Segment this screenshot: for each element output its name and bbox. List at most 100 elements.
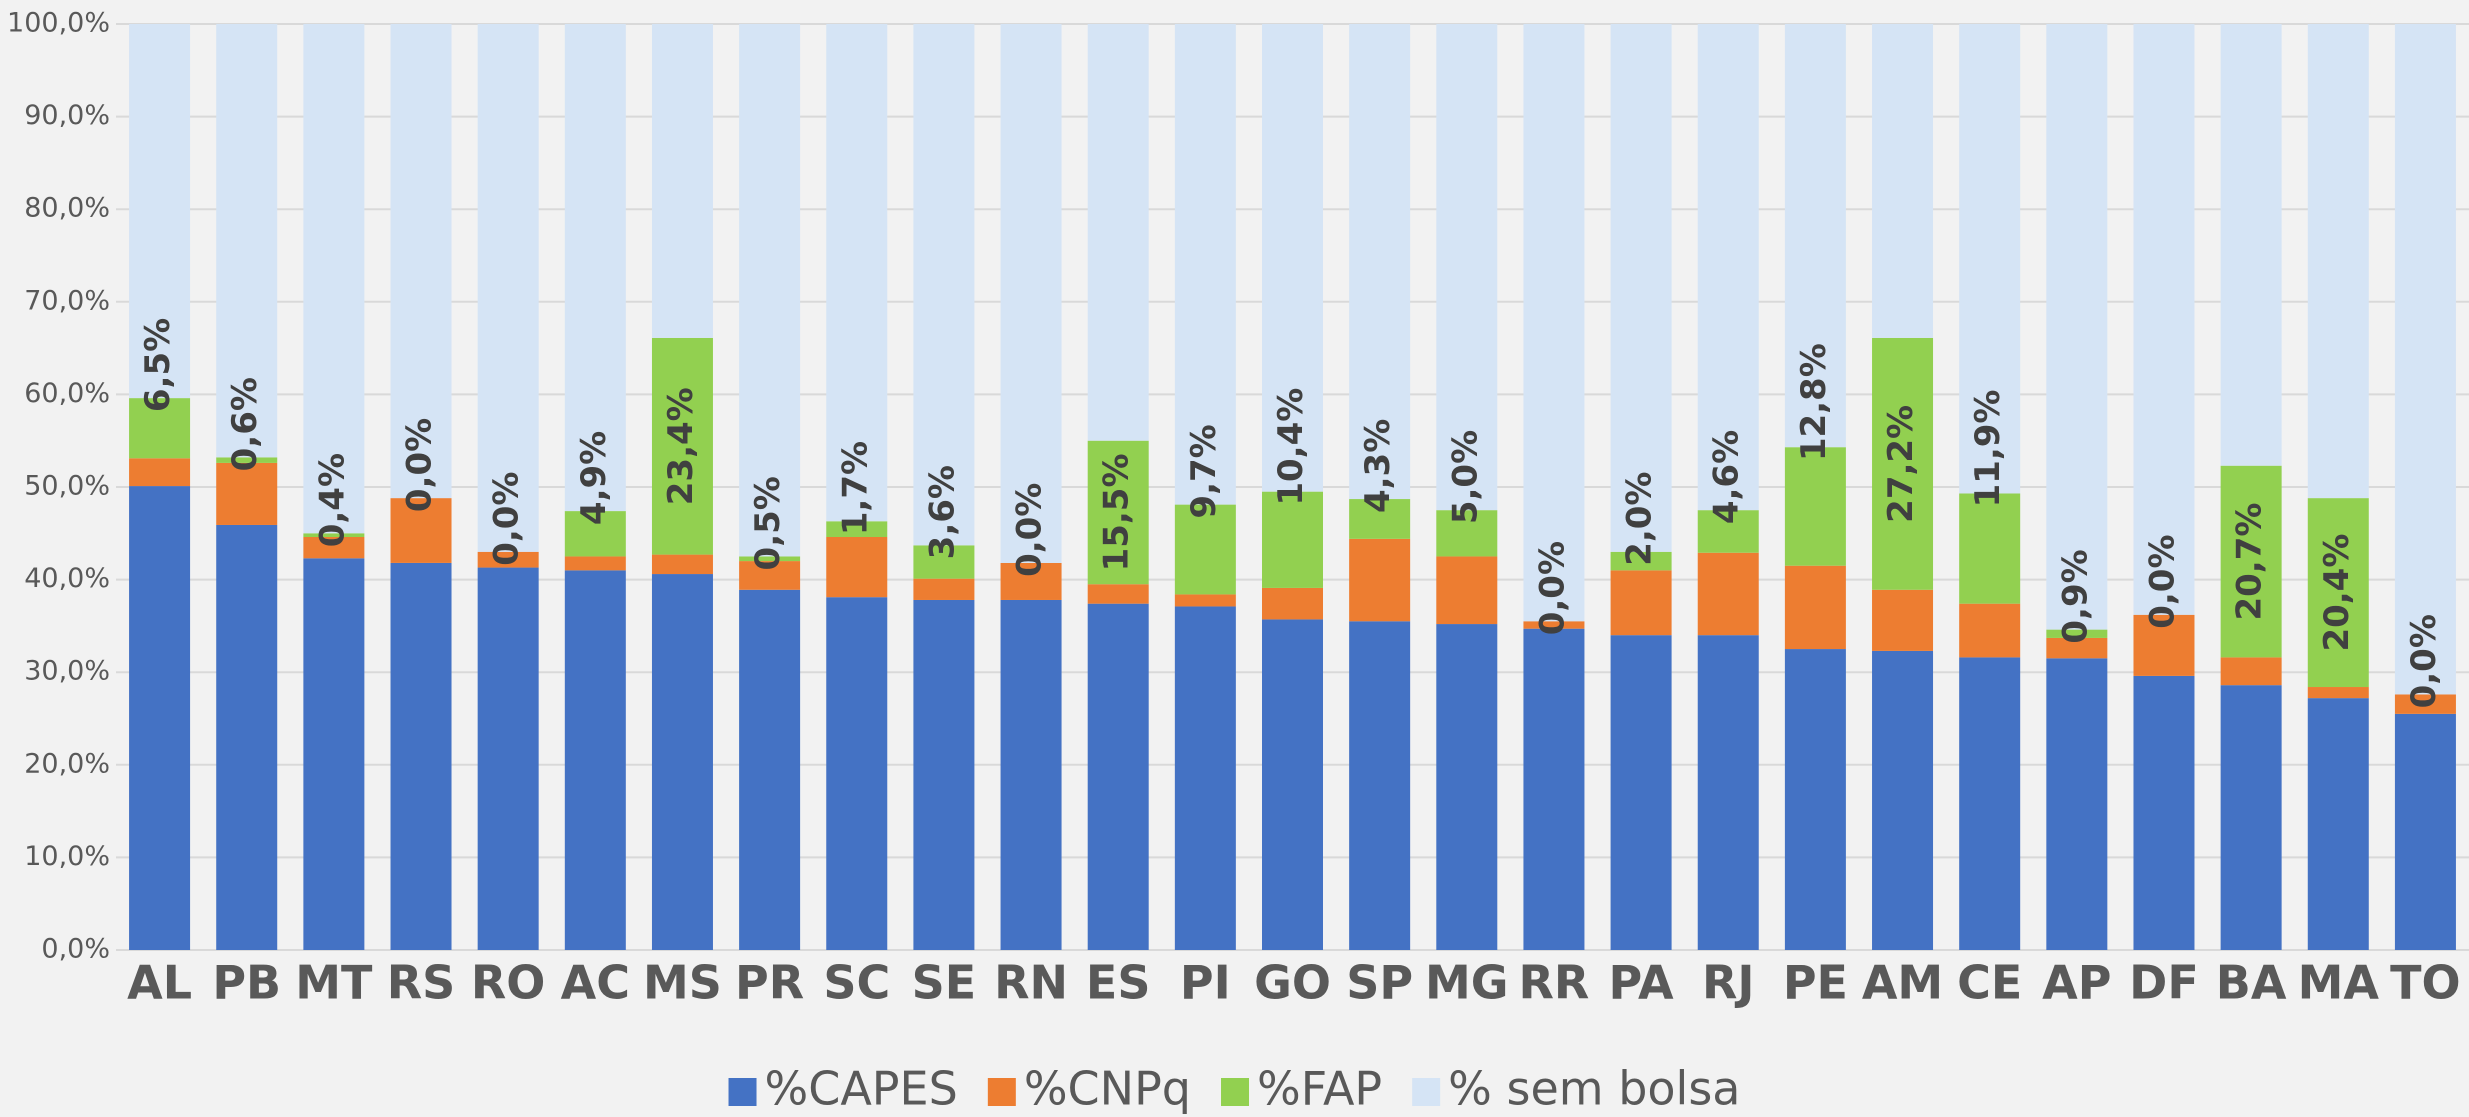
- bar-segment: [1959, 657, 2021, 950]
- bar-segment: [1697, 24, 1759, 511]
- data-label: 12,8%: [1794, 343, 1834, 461]
- data-label: 23,4%: [661, 387, 701, 505]
- bar-segment: [1872, 589, 1934, 651]
- data-label: 0,0%: [400, 418, 440, 512]
- x-tick-label: RS: [387, 956, 456, 1010]
- bar-segment: [303, 537, 365, 559]
- bar-segment: [1959, 24, 2021, 494]
- bar-segment: [651, 24, 713, 338]
- bar-segment: [1349, 499, 1411, 539]
- bar-segment: [2046, 24, 2108, 630]
- bar-segment: [1261, 587, 1324, 620]
- bar-segment: [2307, 498, 2369, 688]
- bar-segment: [129, 24, 191, 399]
- bar-segment: [216, 524, 278, 950]
- bar-segment: [564, 511, 626, 557]
- bar-segment: [913, 599, 975, 950]
- x-tick-label: MG: [1425, 956, 1509, 1010]
- x-tick-label: PI: [1180, 956, 1231, 1010]
- bar-segment: [1087, 603, 1149, 950]
- data-label: 0,5%: [748, 476, 788, 570]
- legend-swatch: [987, 1078, 1016, 1106]
- y-tick-label: 40,0%: [24, 563, 110, 594]
- data-label: 9,7%: [1184, 424, 1224, 518]
- bar-segment: [913, 545, 975, 579]
- bar-segment: [1174, 24, 1236, 505]
- bar-segment: [1697, 552, 1759, 636]
- bar-segment: [1610, 570, 1672, 636]
- bar-segment: [826, 521, 888, 538]
- legend-label: %CNPq: [1024, 1062, 1191, 1116]
- data-label: 0,9%: [2055, 549, 2095, 643]
- y-tick-label: 100,0%: [7, 8, 110, 39]
- bar-segment: [2046, 658, 2108, 950]
- bar-segment: [1872, 24, 1934, 338]
- bar-segment: [216, 457, 278, 463]
- x-tick-label: MT: [295, 956, 373, 1010]
- data-label: 4,9%: [574, 431, 614, 525]
- bar-segment: [2046, 637, 2108, 659]
- x-tick-label: SC: [823, 956, 890, 1010]
- y-tick-label: 60,0%: [24, 378, 110, 409]
- bar-segment: [390, 498, 452, 563]
- data-label: 27,2%: [1881, 405, 1921, 523]
- bar-segment: [2307, 698, 2369, 950]
- bar-segment: [1872, 337, 1934, 590]
- x-tick-label: SE: [912, 956, 977, 1010]
- x-tick-label: ES: [1086, 956, 1151, 1010]
- bar-segment: [1261, 491, 1324, 588]
- bar-segment: [1784, 649, 1846, 950]
- legend-swatch: [1221, 1078, 1250, 1106]
- bar-segment: [826, 597, 888, 950]
- x-tick-label: CE: [1957, 956, 2022, 1010]
- bar-segment: [303, 558, 365, 950]
- bar-segment: [1174, 504, 1236, 595]
- bar-segment: [1784, 24, 1846, 448]
- bar-segment: [1697, 635, 1759, 950]
- data-label: 15,5%: [1097, 453, 1137, 571]
- data-label: 0,0%: [487, 472, 527, 566]
- bar-segment: [826, 537, 888, 598]
- bar-segment: [2220, 657, 2282, 686]
- bar-segment: [1959, 603, 2021, 658]
- x-tick-label: PB: [212, 956, 281, 1010]
- bar-segment: [2046, 629, 2108, 638]
- data-label: 0,6%: [225, 377, 265, 471]
- bar-segment: [2133, 614, 2195, 676]
- data-label: 4,3%: [1358, 419, 1398, 513]
- bar-segment: [564, 556, 626, 571]
- bar-segment: [129, 458, 191, 487]
- bar-segment: [564, 24, 626, 512]
- bar-segment: [2220, 465, 2282, 658]
- legend-label: % sem bolsa: [1448, 1062, 1740, 1116]
- bar-segment: [739, 589, 801, 950]
- bar-segment: [1697, 510, 1759, 553]
- y-tick-label: 30,0%: [24, 656, 110, 687]
- bar-segment: [2307, 687, 2369, 699]
- bar-segment: [303, 24, 365, 534]
- data-label: 0,0%: [2142, 534, 2182, 628]
- y-tick-label: 80,0%: [24, 193, 110, 224]
- bar-segment: [913, 578, 975, 600]
- data-label: 5,0%: [1445, 430, 1485, 524]
- bar-segment: [651, 337, 713, 555]
- bar-segment: [651, 574, 713, 950]
- bar-segment: [1523, 621, 1585, 629]
- bar-segment: [2394, 694, 2456, 714]
- bar-segment: [390, 562, 452, 950]
- legend-swatch: [1412, 1078, 1441, 1106]
- y-tick-label: 90,0%: [24, 100, 110, 131]
- bar-segment: [2220, 24, 2282, 466]
- bar-segment: [1087, 440, 1149, 585]
- data-label: 6,5%: [138, 318, 178, 412]
- bar-segment: [1436, 24, 1498, 511]
- y-tick-label: 50,0%: [24, 471, 110, 502]
- data-label: 20,4%: [2317, 534, 2357, 652]
- x-tick-label: AL: [127, 956, 192, 1010]
- bar-segment: [1436, 510, 1498, 557]
- x-tick-label: RN: [994, 956, 1068, 1010]
- bar-segment: [2394, 713, 2456, 950]
- bar-segment: [303, 533, 365, 538]
- data-label: 0,4%: [312, 453, 352, 547]
